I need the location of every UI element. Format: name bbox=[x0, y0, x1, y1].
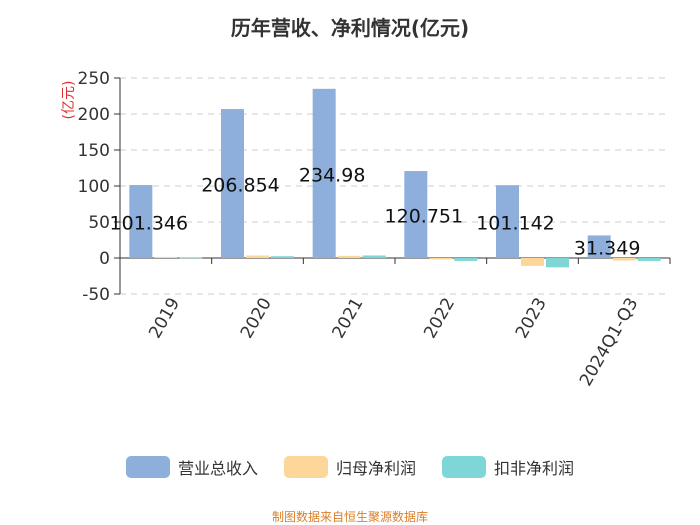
y-axis-label: (亿元) bbox=[61, 81, 77, 120]
legend-item-revenue[interactable]: 营业总收入 bbox=[125, 455, 258, 479]
bar-revenue[interactable] bbox=[496, 185, 519, 258]
bar-net-profit[interactable] bbox=[246, 255, 269, 258]
y-tick-label: 0 bbox=[99, 249, 110, 269]
bar-deducted-profit[interactable] bbox=[271, 256, 294, 258]
x-tick-label: 2019 bbox=[145, 295, 184, 342]
data-source-footer: 制图数据来自恒生聚源数据库 bbox=[271, 510, 428, 524]
data-labels: 101.346 206.854 234.98 120.751 101.142 31.349 bbox=[110, 164, 641, 259]
bar-deducted-profit[interactable] bbox=[454, 258, 478, 261]
x-tick-label: 2022 bbox=[420, 295, 459, 342]
bar-revenue[interactable] bbox=[404, 171, 428, 258]
y-tick-label: 100 bbox=[78, 177, 110, 197]
bars bbox=[129, 88, 661, 268]
x-tick-label: 2021 bbox=[329, 295, 368, 342]
legend: 营业总收入 归母净利润 扣非净利润 bbox=[0, 455, 700, 479]
bar-deducted-profit[interactable] bbox=[637, 258, 661, 261]
legend-swatch-revenue bbox=[125, 456, 170, 478]
x-tick-label: 2023 bbox=[512, 295, 551, 342]
legend-label-net-profit: 归母净利润 bbox=[335, 459, 416, 478]
legend-label-deducted-profit: 扣非净利润 bbox=[494, 459, 575, 478]
data-label: 120.751 bbox=[385, 206, 464, 228]
legend-item-net-profit[interactable]: 归母净利润 bbox=[283, 455, 416, 479]
y-tick-label: 250 bbox=[78, 69, 110, 89]
x-tick-label: 2020 bbox=[237, 295, 276, 342]
bar-net-profit[interactable] bbox=[429, 258, 453, 260]
data-label: 206.854 bbox=[201, 175, 280, 197]
data-label: 234.98 bbox=[299, 164, 365, 186]
bar-net-profit[interactable] bbox=[612, 258, 636, 261]
bar-revenue[interactable] bbox=[221, 109, 244, 258]
legend-label-revenue: 营业总收入 bbox=[177, 459, 258, 478]
bar-deducted-profit[interactable] bbox=[546, 258, 569, 268]
y-tick-label: 150 bbox=[78, 141, 110, 161]
data-label: 31.349 bbox=[574, 238, 640, 260]
legend-item-deducted-profit[interactable]: 扣非净利润 bbox=[442, 455, 574, 479]
bar-revenue[interactable] bbox=[129, 185, 153, 258]
y-tick-label: -50 bbox=[82, 285, 110, 305]
bar-revenue[interactable] bbox=[312, 88, 336, 259]
bar-deducted-profit[interactable] bbox=[362, 255, 386, 258]
y-tick-label: 200 bbox=[78, 105, 110, 125]
y-axis: 250 200 150 100 50 0 -50 bbox=[78, 69, 121, 305]
data-label: 101.346 bbox=[110, 213, 189, 235]
bar-net-profit[interactable] bbox=[521, 258, 544, 266]
bar-net-profit[interactable] bbox=[154, 256, 178, 258]
bar-deducted-profit[interactable] bbox=[179, 257, 203, 259]
bar-revenue[interactable] bbox=[587, 235, 611, 258]
x-axis: 2019 2020 2021 2022 2023 2024Q1-Q3 bbox=[119, 257, 671, 390]
y-tick-label: 50 bbox=[88, 213, 110, 233]
legend-swatch-deducted-profit bbox=[442, 456, 486, 478]
chart-title: 历年营收、净利情况(亿元) bbox=[230, 16, 470, 40]
bar-net-profit[interactable] bbox=[337, 255, 361, 258]
data-label: 101.142 bbox=[476, 213, 555, 235]
legend-swatch-net-profit bbox=[283, 456, 328, 478]
x-tick-label: 2024Q1-Q3 bbox=[576, 295, 643, 390]
